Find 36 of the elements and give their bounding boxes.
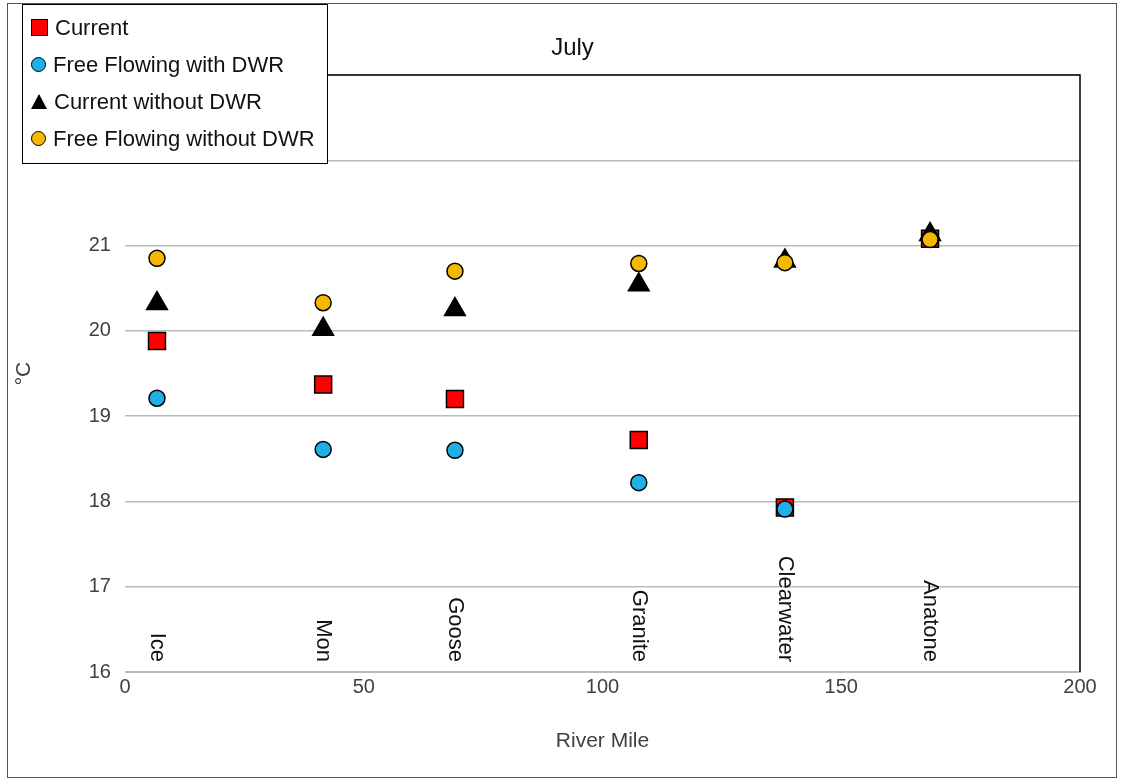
- annotation: Granite: [627, 589, 653, 662]
- x-axis-title: River Mile: [555, 728, 650, 752]
- legend-label: Free Flowing without DWR: [53, 125, 315, 152]
- point: [446, 441, 464, 460]
- legend-label: Current without DWR: [54, 88, 262, 115]
- point: [148, 249, 166, 268]
- y-tick-label: 17: [88, 574, 111, 597]
- y-tick-label: 21: [88, 233, 111, 256]
- annotation: Mon: [312, 619, 338, 662]
- annotation: Goose: [443, 597, 469, 662]
- point: [147, 331, 167, 351]
- point: [446, 262, 464, 280]
- point: [313, 375, 333, 394]
- point: [629, 430, 649, 450]
- x-tick-label: 200: [1063, 674, 1097, 697]
- y-tick-label: 19: [88, 403, 111, 426]
- annotation: Anatone: [919, 580, 944, 662]
- point: [314, 293, 332, 312]
- point: [630, 254, 648, 273]
- annotation: Ice: [145, 632, 171, 662]
- x-tick-label: 0: [119, 674, 131, 697]
- y-tick-label: 18: [88, 488, 111, 511]
- x-tick-label: 50: [352, 674, 375, 697]
- legend-label: Current: [55, 14, 129, 41]
- y-tick-label: 20: [88, 318, 111, 341]
- point: [630, 473, 648, 492]
- chart-title: July: [551, 32, 594, 60]
- point: [314, 440, 332, 459]
- point: [148, 389, 166, 407]
- x-tick-label: 100: [585, 674, 620, 697]
- legend-label: Free Flowing with DWR: [53, 51, 285, 78]
- point: [445, 389, 465, 409]
- annotation: Clearwater: [773, 555, 799, 662]
- x-tick-label: 150: [824, 674, 858, 697]
- y-tick-label: 16: [88, 659, 111, 682]
- y-axis-title: °C: [11, 361, 35, 386]
